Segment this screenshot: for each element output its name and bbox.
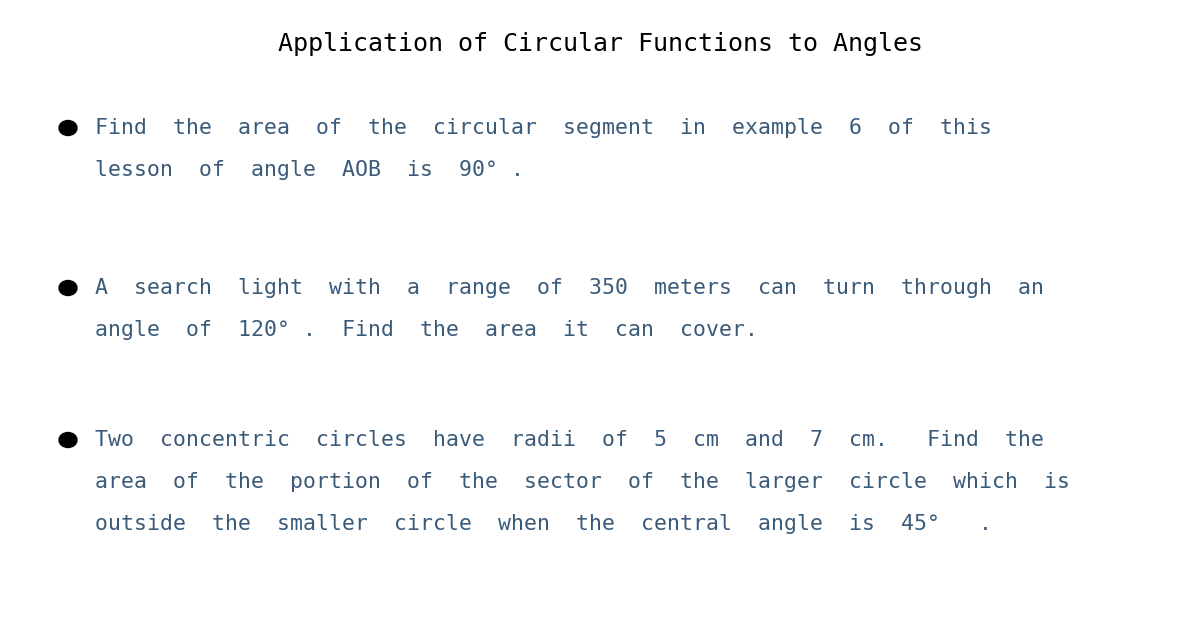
Text: Application of Circular Functions to Angles: Application of Circular Functions to Ang…	[277, 32, 923, 56]
Text: area  of  the  portion  of  the  sector  of  the  larger  circle  which  is: area of the portion of the sector of the…	[95, 472, 1070, 492]
Text: Two  concentric  circles  have  radii  of  5  cm  and  7  cm.   Find  the: Two concentric circles have radii of 5 c…	[95, 430, 1044, 450]
Ellipse shape	[59, 281, 77, 295]
Text: angle  of  120° .  Find  the  area  it  can  cover.: angle of 120° . Find the area it can cov…	[95, 320, 758, 340]
Text: A  search  light  with  a  range  of  350  meters  can  turn  through  an: A search light with a range of 350 meter…	[95, 278, 1044, 298]
Ellipse shape	[59, 121, 77, 136]
Text: Find  the  area  of  the  circular  segment  in  example  6  of  this: Find the area of the circular segment in…	[95, 118, 992, 138]
Ellipse shape	[59, 432, 77, 447]
Text: lesson  of  angle  AOB  is  90° .: lesson of angle AOB is 90° .	[95, 160, 524, 180]
Text: outside  the  smaller  circle  when  the  central  angle  is  45°   .: outside the smaller circle when the cent…	[95, 514, 992, 534]
